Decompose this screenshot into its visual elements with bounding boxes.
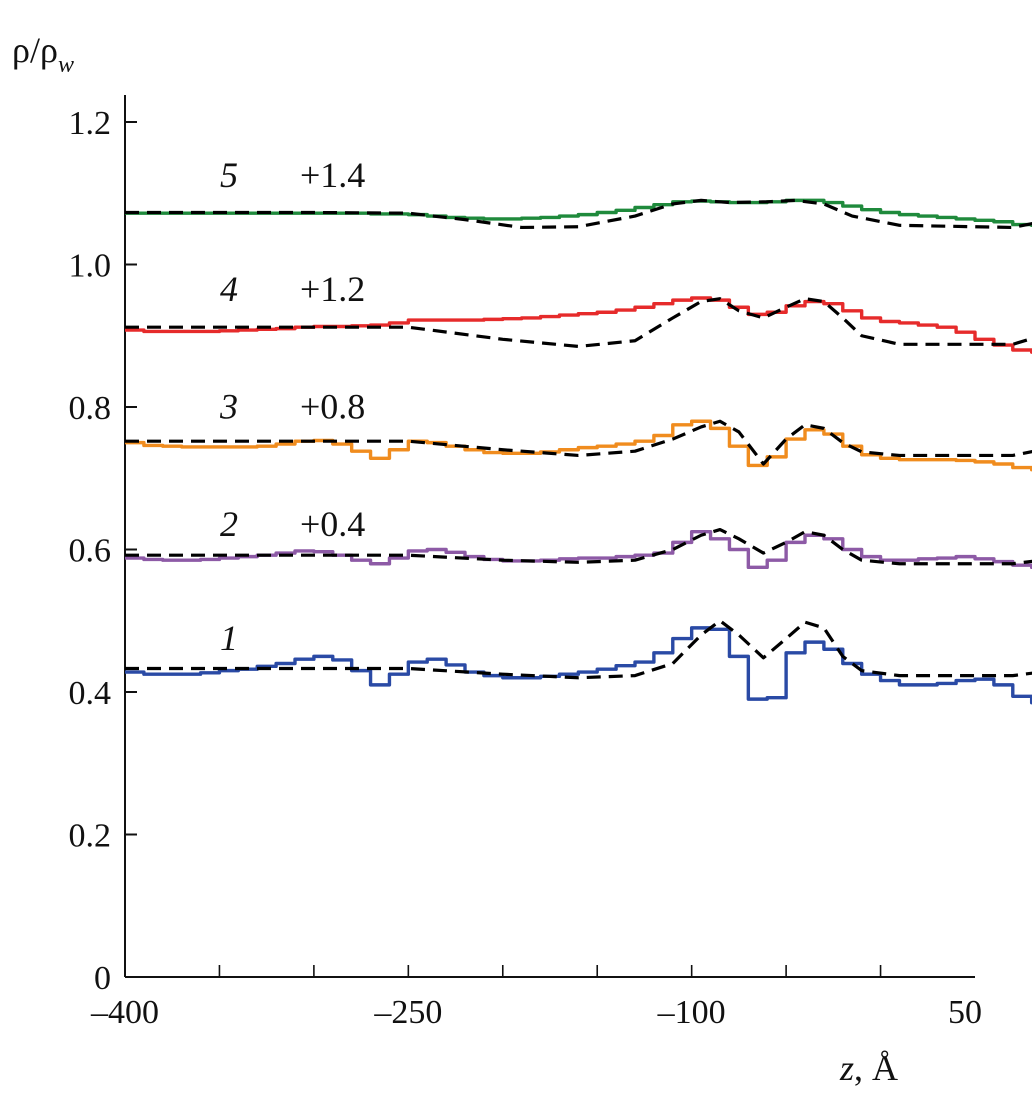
y-axis-title-main: ρ/ρ	[12, 30, 58, 70]
y-axis-title: ρ/ρw	[12, 30, 74, 78]
x-axis-title: z, Å	[839, 1048, 898, 1088]
curve-offset-label: +0.8	[300, 386, 365, 426]
curve-number-label: 3	[219, 386, 238, 426]
curve-fit-5	[125, 198, 1032, 230]
x-tick-label: 50	[948, 994, 982, 1031]
y-tick-label: 0.6	[69, 533, 112, 570]
curve-2	[125, 529, 1032, 570]
x-tick-label: –400	[90, 994, 159, 1031]
curve-fit-2	[125, 527, 1032, 566]
y-axis-title-subscript: w	[58, 52, 74, 78]
y-tick-label: 1.0	[69, 248, 112, 285]
y-tick-label: 0.4	[69, 675, 112, 712]
curve-1	[125, 626, 1032, 705]
axes	[124, 95, 975, 978]
curves	[125, 198, 1032, 705]
curve-fit-4	[125, 297, 1032, 349]
labels: 5 +1.4 4 +1.2 3 +0.8 2 +0.4 1	[219, 155, 365, 658]
curve-number-label: 5	[220, 155, 238, 195]
y-tick-label: 0.2	[69, 818, 112, 855]
y-tick-label: 1.2	[69, 105, 112, 142]
axis-ticks: 0 0.2 0.4 0.6 0.8 1.0 1.2 –400 –250 –100 50	[69, 105, 983, 1031]
curve-offset-label: +0.4	[300, 504, 365, 544]
curve-offset-label: +1.4	[300, 155, 365, 195]
y-tick-label: 0	[94, 960, 111, 997]
y-tick-label: 0.8	[69, 390, 112, 427]
curve-number-label: 1	[220, 618, 238, 658]
curve-fit-3	[125, 419, 1032, 466]
x-axis-title-var: z	[839, 1048, 854, 1088]
curve-offset-label: +1.2	[300, 269, 365, 309]
curve-number-label: 2	[220, 504, 238, 544]
x-tick-label: –250	[373, 994, 442, 1031]
curve-fit-1	[125, 619, 1032, 680]
curve-number-label: 4	[220, 269, 238, 309]
curve-3	[125, 419, 1032, 472]
x-axis-title-unit: , Å	[854, 1048, 898, 1088]
x-tick-label: –100	[657, 994, 726, 1031]
